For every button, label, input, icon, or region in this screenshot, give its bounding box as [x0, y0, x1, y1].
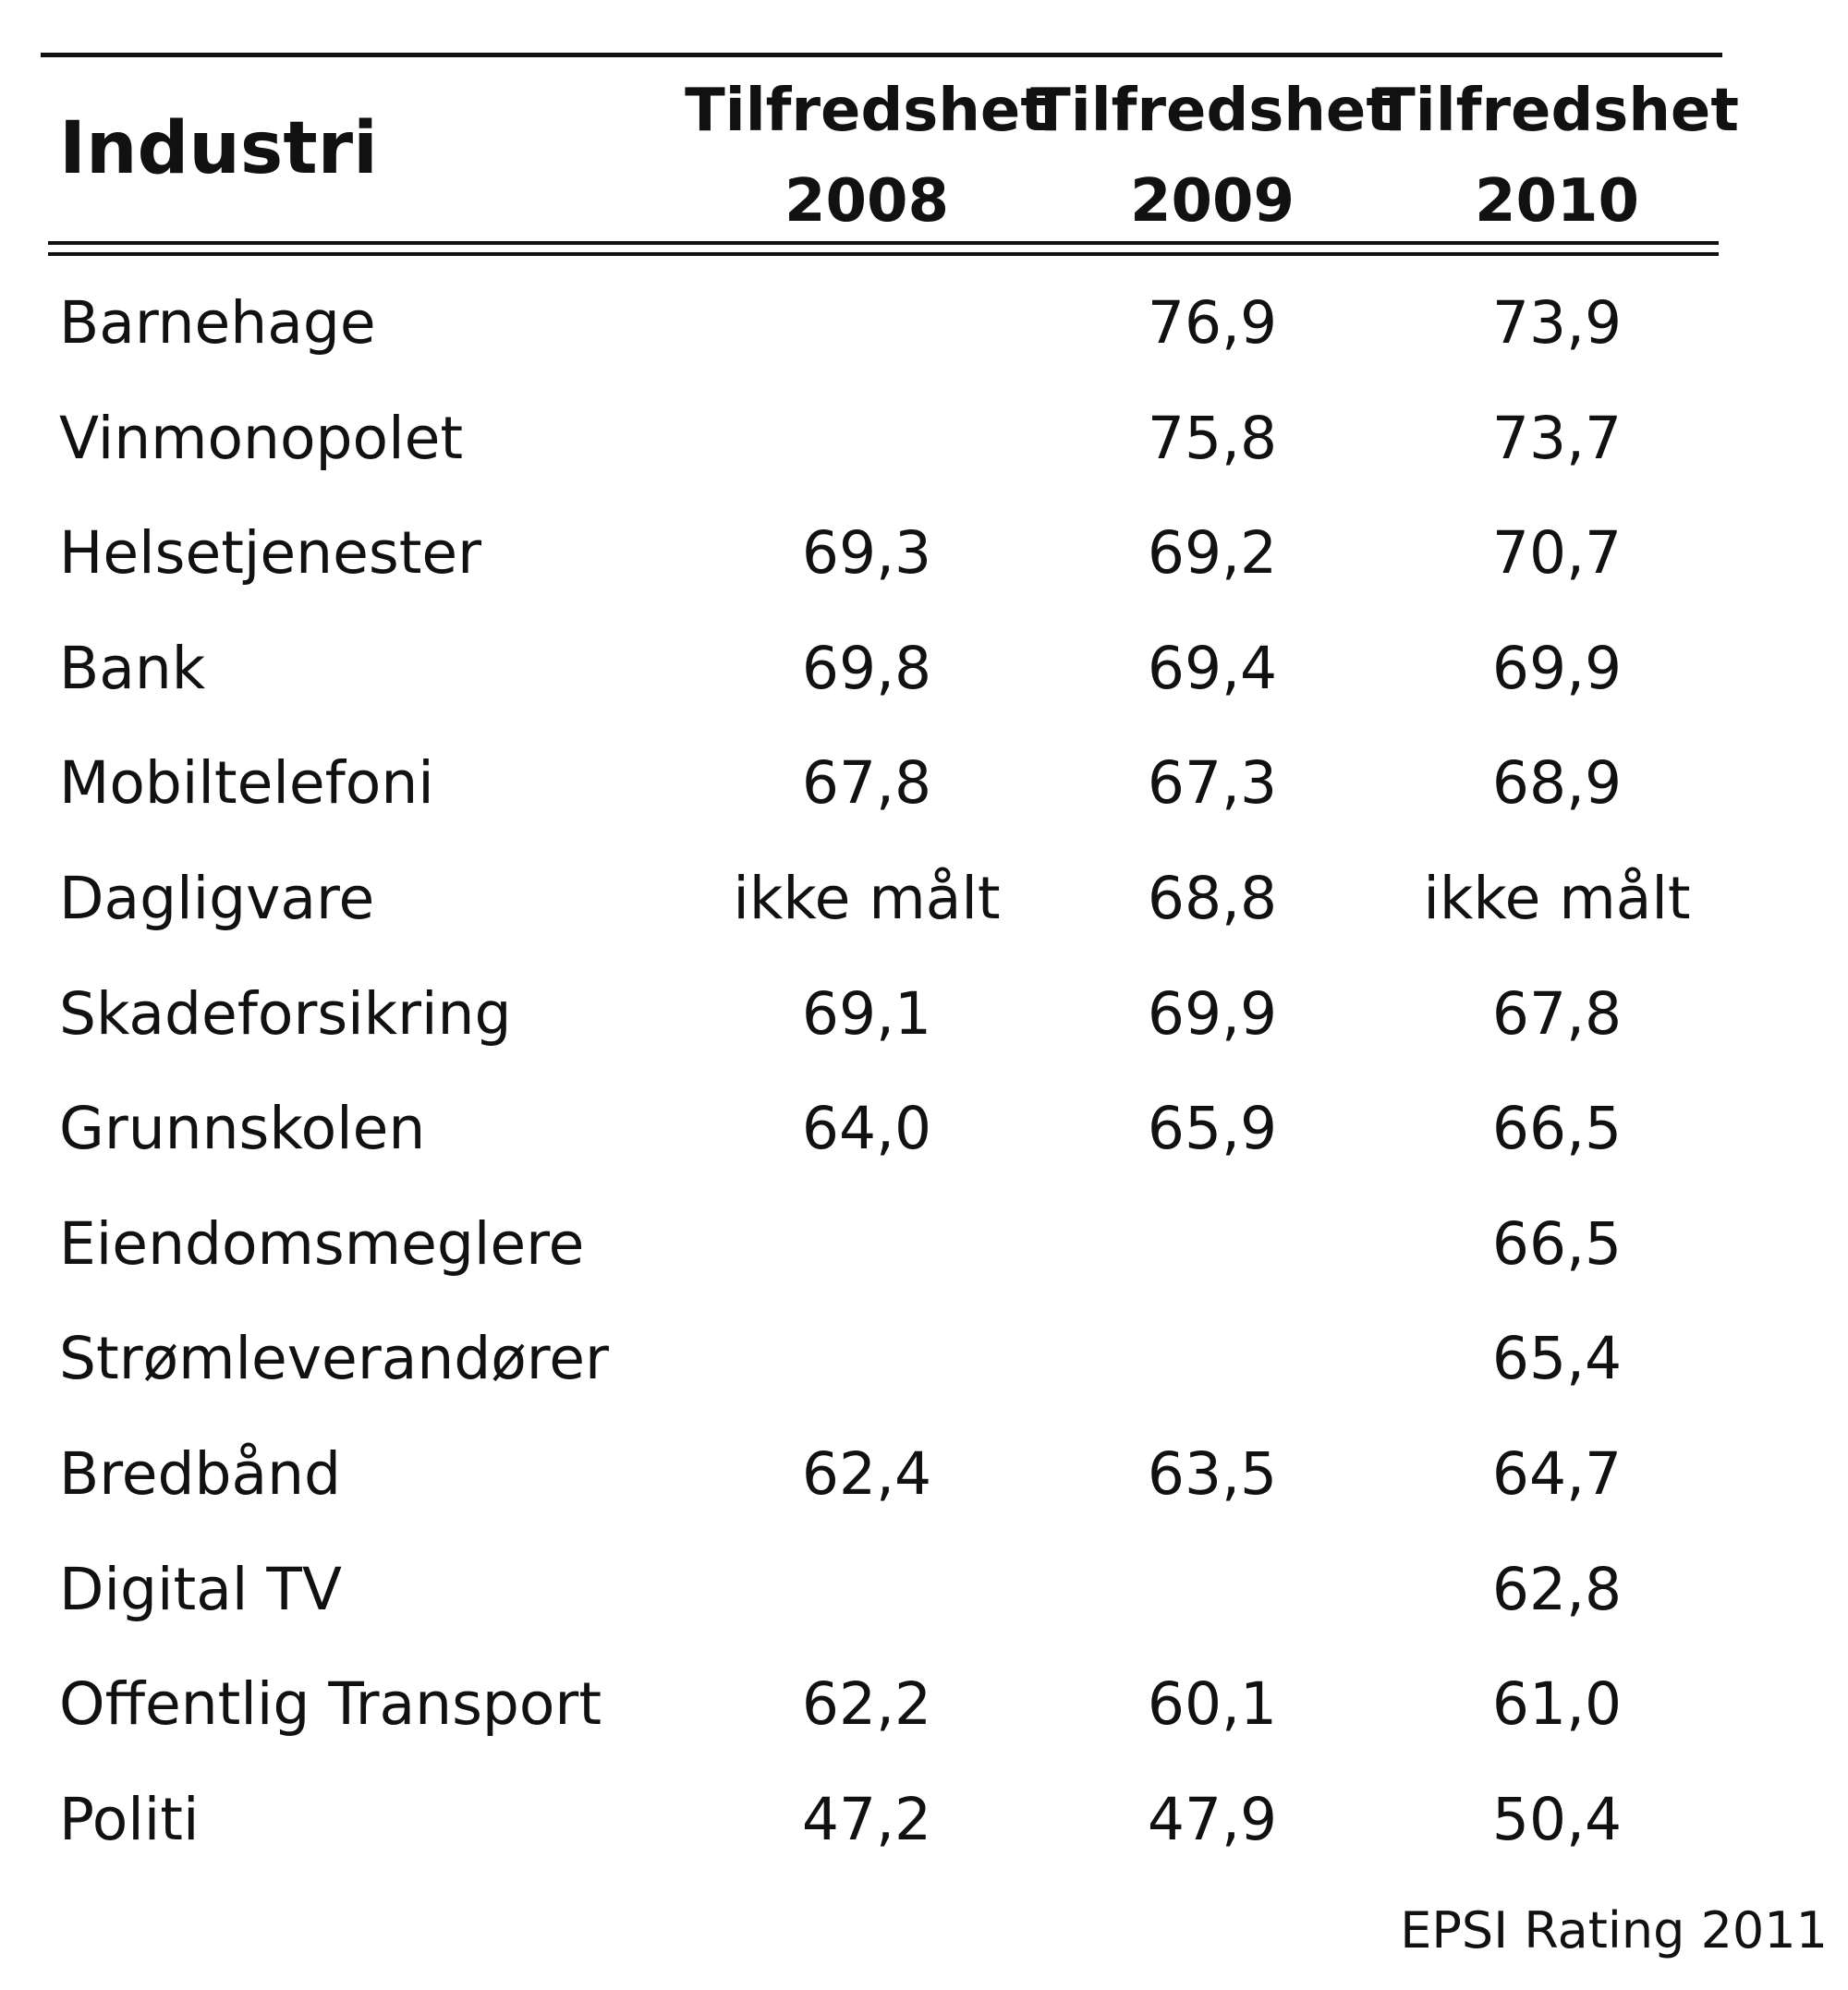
header-year: 2008 — [784, 167, 950, 236]
table-cell: 73,7 — [1491, 405, 1623, 472]
row-label: Mobiltelefoni — [59, 749, 434, 817]
table-cell: 69,9 — [1147, 980, 1278, 1048]
row-label: Bank — [59, 635, 206, 702]
table-cell: 62,2 — [801, 1670, 932, 1738]
table-cell: 75,8 — [1147, 405, 1278, 472]
table-cell: 61,0 — [1491, 1670, 1623, 1738]
header-col-2008: Tilfredshet 2008 — [682, 81, 1052, 231]
table-cell: ikke målt — [1423, 865, 1691, 932]
header-industri: Industri — [59, 107, 378, 190]
header-double-rule-top — [48, 241, 1719, 245]
row-label: Digital TV — [59, 1556, 342, 1623]
table-cell: 63,5 — [1147, 1440, 1278, 1508]
table-cell: ikke målt — [733, 865, 1001, 932]
table-cell: 60,1 — [1147, 1670, 1278, 1738]
table-cell: 47,2 — [801, 1786, 932, 1853]
table-cell: 68,9 — [1491, 749, 1623, 817]
table-cell: 67,3 — [1147, 749, 1278, 817]
table-cell: 67,8 — [801, 749, 932, 817]
header-year: 2010 — [1474, 167, 1640, 236]
row-label: Offentlig Transport — [59, 1670, 602, 1738]
table-cell: 69,9 — [1491, 635, 1623, 702]
table-cell: 68,8 — [1147, 865, 1278, 932]
table-cell: 69,1 — [801, 980, 932, 1048]
row-label: Vinmonopolet — [59, 405, 464, 472]
row-label: Grunnskolen — [59, 1095, 426, 1162]
table-top-rule — [41, 53, 1722, 57]
table-cell: 64,0 — [801, 1095, 932, 1162]
header-label: Tilfredshet — [1030, 77, 1394, 145]
table-cell: 76,9 — [1147, 289, 1278, 357]
table-cell: 62,4 — [801, 1440, 932, 1508]
row-label: Barnehage — [59, 289, 376, 357]
table-cell: 69,4 — [1147, 635, 1278, 702]
row-label: Helsetjenester — [59, 519, 482, 587]
header-label: Tilfredshet — [685, 77, 1049, 145]
table-cell: 69,2 — [1147, 519, 1278, 587]
table-cell: 69,8 — [801, 635, 932, 702]
table-cell: 73,9 — [1491, 289, 1623, 357]
header-label: Tilfredshet — [1375, 77, 1739, 145]
table-cell: 47,9 — [1147, 1786, 1278, 1853]
header-double-rule-bottom — [48, 252, 1719, 256]
table-cell: 50,4 — [1491, 1786, 1623, 1853]
header-year: 2009 — [1129, 167, 1295, 236]
row-label: Eiendomsmeglere — [59, 1210, 585, 1278]
table-cell: 70,7 — [1491, 519, 1623, 587]
table-cell: 65,4 — [1491, 1325, 1623, 1392]
header-col-2009: Tilfredshet 2009 — [1027, 81, 1397, 231]
table-cell: 66,5 — [1491, 1210, 1623, 1278]
row-label: Bredbånd — [59, 1440, 342, 1508]
table-cell: 69,3 — [801, 519, 932, 587]
row-label: Dagligvare — [59, 865, 375, 932]
row-label: Politi — [59, 1786, 200, 1853]
table-cell: 65,9 — [1147, 1095, 1278, 1162]
table-cell: 66,5 — [1491, 1095, 1623, 1162]
row-label: Strømleverandører — [59, 1325, 609, 1392]
table-cell: 64,7 — [1491, 1440, 1623, 1508]
header-col-2010: Tilfredshet 2010 — [1372, 81, 1742, 231]
table-cell: 62,8 — [1491, 1556, 1623, 1623]
table-cell: 67,8 — [1491, 980, 1623, 1048]
row-label: Skadeforsikring — [59, 980, 512, 1048]
source-note: EPSI Rating 2011 — [1400, 1901, 1828, 1960]
